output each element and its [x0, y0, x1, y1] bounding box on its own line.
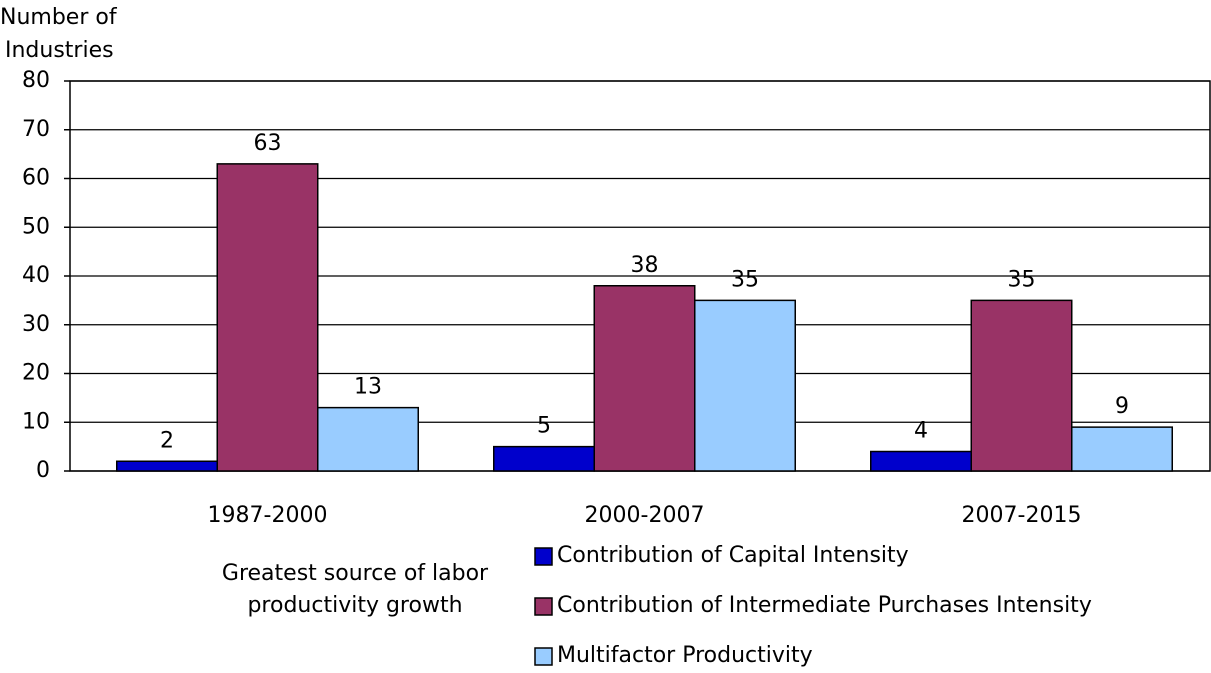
legend-swatch [534, 647, 553, 666]
y-axis-label: Number of [0, 5, 118, 30]
data-label: 13 [354, 375, 382, 400]
bar [116, 460, 218, 472]
bar [970, 299, 1073, 472]
bar [870, 450, 972, 472]
bar [593, 285, 696, 472]
x-tick-label: 2000-2007 [585, 503, 705, 528]
legend-swatch [534, 547, 553, 566]
data-label: 9 [1115, 394, 1129, 419]
legend-label: Contribution of Capital Intensity [557, 543, 909, 568]
bar [216, 163, 319, 472]
data-label: 35 [1008, 267, 1036, 292]
legend-label: Multifactor Productivity [557, 643, 813, 668]
legend-label: Contribution of Intermediate Purchases I… [557, 593, 1092, 618]
data-label: 35 [731, 267, 759, 292]
data-label: 38 [631, 253, 659, 278]
y-axis-label: Industries [5, 38, 114, 63]
data-label: 5 [537, 414, 551, 439]
y-tick-label: 30 [22, 312, 50, 337]
bar [317, 406, 419, 472]
x-tick-label: 2007-2015 [962, 503, 1082, 528]
y-tick-label: 0 [36, 458, 50, 483]
bar [694, 299, 796, 472]
bar [493, 445, 595, 472]
x-axis-label: Greatest source of labor [222, 561, 489, 586]
y-tick-label: 20 [22, 361, 50, 386]
y-tick-label: 80 [22, 68, 50, 93]
bar [1071, 426, 1173, 472]
y-tick-label: 60 [22, 166, 50, 191]
x-tick-label: 1987-2000 [208, 503, 328, 528]
y-tick-label: 50 [22, 214, 50, 239]
data-label: 4 [914, 419, 928, 444]
x-axis-label: productivity growth [247, 593, 462, 618]
legend-swatch [534, 597, 553, 616]
data-label: 63 [254, 131, 282, 156]
y-tick-label: 10 [22, 409, 50, 434]
y-tick-label: 70 [22, 117, 50, 142]
data-label: 2 [160, 428, 174, 453]
y-tick-label: 40 [22, 263, 50, 288]
